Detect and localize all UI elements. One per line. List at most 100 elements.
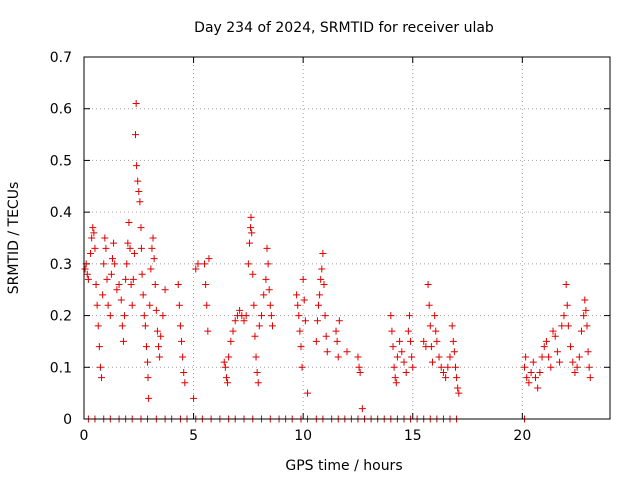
y-tick-label: 0.5 [50, 153, 72, 169]
data-point [435, 353, 443, 361]
data-point [117, 296, 125, 304]
data-point [178, 337, 186, 345]
data-point [584, 348, 592, 356]
data-point [83, 270, 91, 278]
data-point [96, 363, 104, 371]
data-point [536, 368, 544, 376]
data-point [157, 332, 165, 340]
y-tick-label: 0.6 [50, 102, 72, 118]
data-point [316, 291, 324, 299]
data-point [242, 312, 250, 320]
y-tick-label: 0 [63, 412, 72, 428]
data-point [240, 317, 248, 325]
data-point [455, 389, 463, 397]
data-point [104, 301, 112, 309]
data-point [540, 343, 548, 351]
data-point [426, 322, 434, 330]
data-point [437, 363, 445, 371]
data-point [424, 281, 432, 289]
data-point [255, 322, 263, 330]
data-point [387, 312, 395, 320]
data-point [113, 286, 121, 294]
data-point [144, 374, 152, 382]
data-point [194, 260, 202, 268]
data-point [296, 327, 304, 335]
x-axis-label: GPS time / hours [285, 458, 402, 474]
data-point [427, 343, 435, 351]
data-point [159, 312, 167, 320]
data-point [449, 337, 457, 345]
data-point [549, 327, 557, 335]
data-point [295, 312, 303, 320]
data-point [134, 177, 142, 185]
data-point [313, 317, 321, 325]
data-point [144, 358, 152, 366]
data-point [560, 312, 568, 320]
data-point [354, 353, 362, 361]
data-point [582, 306, 590, 314]
data-point [264, 260, 272, 268]
data-point [320, 281, 328, 289]
data-point [402, 368, 410, 376]
data-point [148, 244, 156, 252]
x-tick-label: 10 [294, 428, 312, 444]
data-point [125, 218, 133, 226]
data-point [398, 348, 406, 356]
data-point [118, 322, 126, 330]
data-point [150, 255, 158, 263]
data-point [396, 337, 404, 345]
data-point [103, 275, 111, 283]
data-point [299, 275, 307, 283]
data-point [567, 343, 575, 351]
data-point [534, 384, 542, 392]
data-point [102, 244, 110, 252]
data-point [522, 353, 530, 361]
data-point [409, 363, 417, 371]
data-point [420, 337, 428, 345]
data-point [583, 322, 591, 330]
data-point [137, 224, 145, 232]
data-point [127, 281, 135, 289]
axis-ticks: 0 0.1 0.2 0.3 0.4 0.5 0.6 0.7 0 5 10 15 20 [50, 50, 610, 444]
data-point [253, 368, 261, 376]
data-point [107, 270, 115, 278]
data-point [571, 368, 579, 376]
data-point [553, 348, 561, 356]
data-point [317, 275, 325, 283]
data-point [529, 358, 537, 366]
data-point [124, 239, 132, 247]
data-point [404, 327, 412, 335]
data-point [392, 379, 400, 387]
data-point [101, 234, 109, 242]
data-point [400, 358, 408, 366]
data-point [91, 244, 99, 252]
data-point [334, 353, 342, 361]
data-point [355, 363, 363, 371]
data-point [266, 301, 274, 309]
chart-title: Day 234 of 2024, SRMTID for receiver ula… [194, 20, 494, 36]
data-point [451, 363, 459, 371]
y-tick-label: 0.7 [50, 50, 72, 66]
y-tick-label: 0.1 [50, 360, 72, 376]
data-point [322, 332, 330, 340]
data-point [318, 265, 326, 273]
data-point [267, 312, 275, 320]
data-point [297, 343, 305, 351]
data-point [225, 353, 233, 361]
data-point [100, 260, 108, 268]
data-point [93, 301, 101, 309]
data-point [252, 353, 260, 361]
data-point [147, 265, 155, 273]
data-point [95, 343, 103, 351]
data-point [231, 317, 239, 325]
data-point [393, 353, 401, 361]
data-point [585, 363, 593, 371]
data-point [580, 312, 588, 320]
data-point [98, 374, 106, 382]
data-point [146, 301, 154, 309]
data-point [453, 374, 461, 382]
y-axis-label: SRMTID / TECUs [6, 182, 22, 295]
data-point [262, 275, 270, 283]
data-point [358, 405, 366, 413]
data-point [201, 260, 209, 268]
